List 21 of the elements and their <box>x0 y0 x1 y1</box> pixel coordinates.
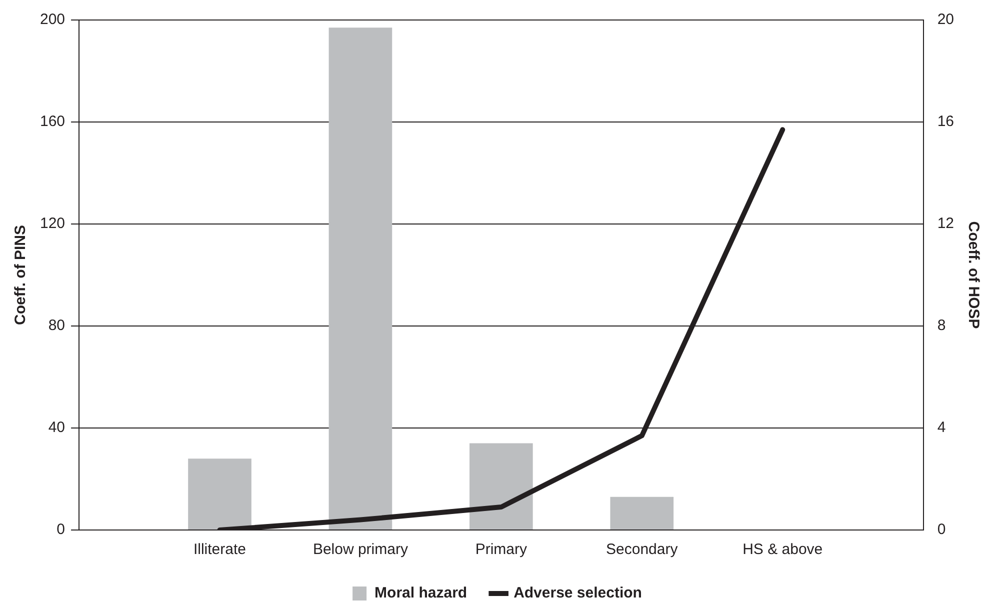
y-tick-label: 40 <box>48 419 66 436</box>
y-tick-label: 160 <box>40 113 66 130</box>
y2-axis-title: Coeff. of HOSP <box>964 221 982 329</box>
x-tick-label: Illiterate <box>193 541 246 558</box>
y2-tick-label: 4 <box>937 419 946 436</box>
legend-label: Moral hazard <box>374 584 468 602</box>
y2-tick-label: 8 <box>937 317 946 334</box>
y-tick-label: 0 <box>56 521 66 538</box>
y2-tick-label: 20 <box>937 11 954 28</box>
x-tick-label: Below primary <box>312 541 408 558</box>
y-axis-title: Coeff. of PINS <box>12 225 30 325</box>
y2-tick-label: 12 <box>937 215 954 232</box>
legend-label: Adverse selection <box>514 584 642 602</box>
x-tick-label: Secondary <box>606 541 678 558</box>
y-tick-label: 200 <box>40 11 66 28</box>
y-tick-label: 80 <box>48 317 66 334</box>
y2-tick-label: 16 <box>937 113 954 130</box>
x-tick-label: HS & above <box>742 541 823 558</box>
y-tick-label: 120 <box>40 215 66 232</box>
x-tick-label: Primary <box>475 541 528 558</box>
y2-tick-label: 0 <box>937 521 946 538</box>
